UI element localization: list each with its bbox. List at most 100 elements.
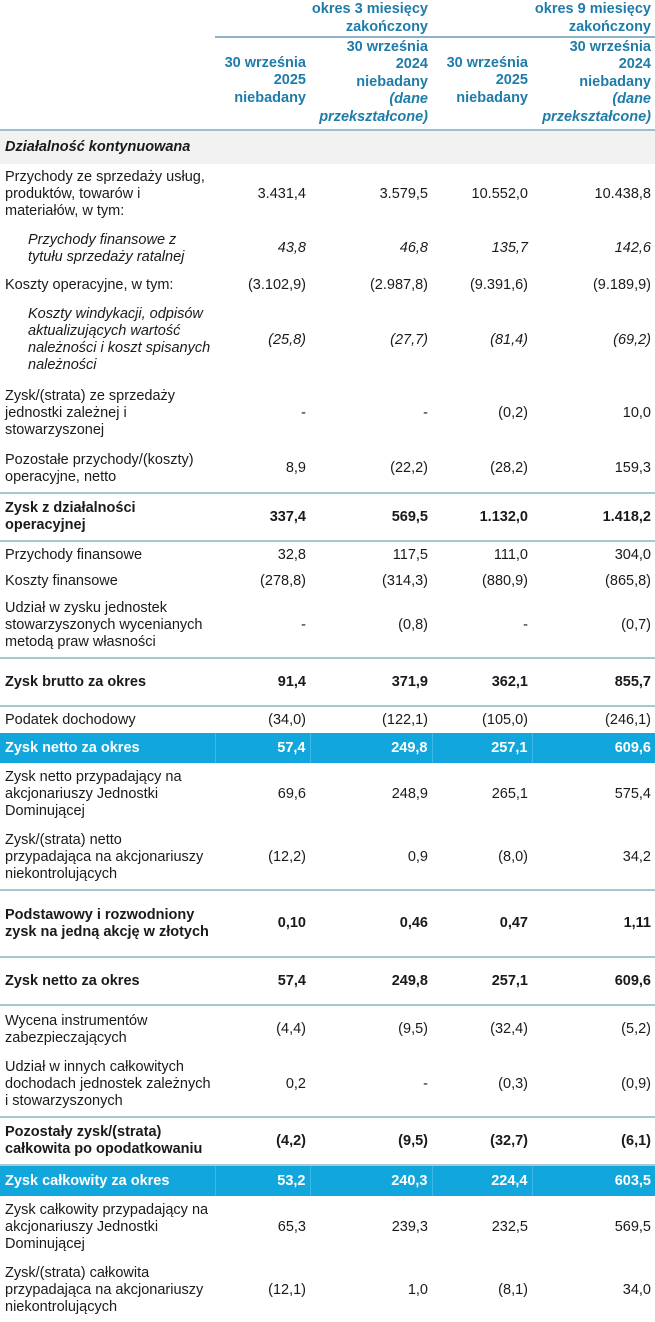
row-label: Podatek dochodowy [5,711,136,728]
total-row: Zysk netto za okres 57,4 249,8 257,1 609,6 [0,956,655,1006]
header-group-9m: okres 9 miesięcy zakończony [432,0,655,38]
row-value-col-2: 240,3 [309,1165,432,1196]
row-value-col-3: 1.132,0 [432,492,532,542]
row-value-col-4: 1,11 [532,889,655,958]
row-value-col-1: (278,8) [260,572,306,589]
row-label: Pozostały zysk/(strata) całkowita po opo… [0,1116,215,1166]
row-value-col-4: (865,8) [605,572,651,589]
row-value-col-4: (9.189,9) [592,276,651,293]
row-label: Koszty finansowe [5,572,118,589]
row-label: Podstawowy i rozwodniony zysk na jedną a… [0,889,215,958]
table-row: Koszty finansowe (278,8) (314,3) (880,9) (86… [0,568,655,594]
row-value-col-1: - [301,617,306,633]
row-value-col-3: (0,3) [498,1076,528,1092]
table-row: Koszty windykacji, odpisów aktualizujący… [0,298,655,382]
row-value-col-1: 43,8 [277,240,306,256]
row-value-col-4: 10,0 [622,405,651,421]
row-value-col-3: 224,4 [431,1165,532,1196]
row-value-col-4: (0,7) [621,617,651,633]
row-value-col-3: (105,0) [482,711,528,728]
row-value-col-1: 53,2 [214,1165,310,1196]
row-value-col-2: 371,9 [310,657,432,707]
row-value-col-2: (22,2) [390,460,428,476]
total-row: Podstawowy i rozwodniony zysk na jedną a… [0,889,655,958]
row-value-col-1: 0,2 [285,1076,306,1092]
row-value-col-4: 159,3 [614,460,651,476]
row-label: Przychody finansowe [5,546,143,563]
table-row: Zysk/(strata) ze sprzedaży jednostki zal… [0,382,655,445]
row-value-col-1: (4,4) [276,1021,306,1037]
row-label: Udział w innych całkowitych dochodach je… [5,1059,211,1109]
table-row: Przychody finansowe z tytułu sprzedaży r… [0,225,655,272]
row-value-col-3: 10.552,0 [471,186,528,202]
row-value-col-2: - [423,405,428,421]
row-value-col-4: 34,2 [622,849,651,865]
row-value-col-2: (27,7) [390,331,428,348]
row-value-col-3: 265,1 [491,786,528,802]
row-value-col-1: 0,10 [215,889,310,958]
row-value-col-2: 46,8 [399,240,428,256]
row-value-col-1: 57,4 [215,956,310,1006]
statement-rows: Przychody ze sprzedaży usług, produktów,… [0,164,655,1322]
table-row: Podatek dochodowy (34,0) (122,1) (105,0) (24… [0,706,655,733]
row-value-col-4: 855,7 [532,657,655,707]
row-value-col-1: 69,6 [277,786,306,802]
row-value-col-2: (9,5) [398,1021,428,1037]
row-label: Wycena instrumentów zabezpieczających [5,1012,148,1046]
row-value-col-3: 362,1 [432,657,532,707]
row-value-col-4: 10.438,8 [594,186,651,202]
row-label: Zysk/(strata) netto przypadająca na akcj… [5,832,204,882]
header-group-3m: okres 3 miesięcy zakończony [215,0,432,38]
row-value-col-3: 232,5 [491,1219,528,1235]
row-label: Zysk/(strata) całkowita przypadająca na … [5,1265,204,1315]
row-value-col-4: 575,4 [614,786,651,802]
row-label: Zysk netto za okres [0,733,215,763]
row-label: Zysk netto przypadający na akcjonariuszy… [5,769,182,819]
table-row: Przychody ze sprzedaży usług, produktów,… [0,164,655,225]
row-value-col-1: (4,2) [215,1116,310,1166]
row-label: Koszty windykacji, odpisów aktualizujący… [28,306,211,373]
highlight-row: Zysk netto za okres 57,4 249,8 257,1 609,6 [0,733,655,763]
row-value-col-2: - [423,1076,428,1092]
header-blank [0,37,215,131]
header-col-1: 30 września 2025 niebadany [215,37,310,131]
row-label: Udział w zysku jednostek stowarzyszonych… [5,600,203,650]
row-value-col-4: 609,6 [531,733,655,763]
row-value-col-4: (246,1) [605,711,651,728]
row-value-col-4: 609,6 [532,956,655,1006]
row-label: Zysk z działalności operacyjnej [0,492,215,542]
table-row: Udział w innych całkowitych dochodach je… [0,1053,655,1117]
row-value-col-4: 603,5 [531,1165,655,1196]
highlight-row: Zysk całkowity za okres 53,2 240,3 224,4 603… [0,1165,655,1196]
header-col-2: 30 września 2024 niebadany (dane przekształ… [310,37,432,131]
row-value-col-2: 1,0 [407,1282,428,1298]
row-value-col-1: 3.431,4 [257,186,306,202]
row-value-col-3: (8,0) [498,849,528,865]
row-value-col-2: (9,5) [310,1116,432,1166]
row-value-col-2: 0,46 [310,889,432,958]
row-value-col-1: (3.102,9) [247,276,306,293]
row-value-col-2: 249,8 [310,956,432,1006]
row-label: Koszty operacyjne, w tym: [5,276,174,293]
row-value-col-4: (69,2) [613,331,651,348]
header-columns-row: 30 września 2025 niebadany 30 września 2024… [0,37,655,131]
row-value-col-1: 91,4 [215,657,310,707]
total-row: Pozostały zysk/(strata) całkowita po opo… [0,1116,655,1166]
row-label: Pozostałe przychody/(koszty) operacyjne,… [5,451,194,485]
row-value-col-1: 32,8 [277,546,306,563]
header-group-row: okres 3 miesięcy zakończony okres 9 mies… [0,0,655,38]
row-value-col-2: 117,5 [392,546,428,563]
row-value-col-3: 257,1 [432,956,532,1006]
row-value-col-1: 57,4 [214,733,310,763]
row-value-col-3: 257,1 [431,733,532,763]
table-row: Wycena instrumentów zabezpieczających (4,… [0,1005,655,1053]
table-row: Udział w zysku jednostek stowarzyszonych… [0,594,655,658]
row-value-col-4: 569,5 [614,1219,651,1235]
row-value-col-3: (8,1) [498,1282,528,1298]
row-value-col-1: 337,4 [215,492,310,542]
section-continuing-operations: Działalność kontynuowana [0,130,655,164]
header-col-4: 30 września 2024 niebadany (dane przekształ… [532,37,655,131]
row-label: Zysk/(strata) ze sprzedaży jednostki zal… [5,388,176,438]
row-value-col-1: 65,3 [277,1219,306,1235]
